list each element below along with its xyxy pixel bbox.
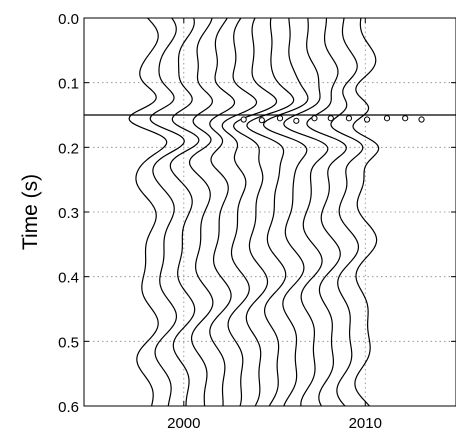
trace-line-7	[246, 17, 295, 407]
trace-line-0	[128, 17, 168, 407]
x-tick-label-1: 2010	[349, 415, 382, 432]
pick-marker-0	[240, 116, 247, 123]
y-tick-label-6: 0.6	[58, 399, 79, 416]
pick-marker-8	[383, 115, 391, 122]
trace-line-12	[352, 17, 380, 407]
y-axis-label: Time (s)	[19, 174, 42, 250]
y-tick-label-0: 0.0	[58, 11, 79, 28]
pick-marker-7	[363, 116, 371, 123]
trace-line-6	[233, 17, 278, 407]
trace-line-9	[283, 17, 329, 407]
trace-line-11	[330, 17, 364, 407]
pick-marker-9	[402, 115, 409, 122]
axis-ticks: 0.0 0.1 0.2 0.3 0.4 0.5 0.6 2000 2010	[58, 11, 456, 432]
pick-marker-1	[258, 117, 265, 124]
pick-marker-3	[293, 117, 300, 124]
y-tick-label-1: 0.1	[58, 76, 79, 93]
y-tick-label-2: 0.2	[58, 140, 79, 157]
pick-markers	[240, 115, 425, 124]
y-tick-label-4: 0.4	[58, 270, 79, 287]
pick-marker-4	[311, 115, 318, 122]
trace-line-5	[221, 17, 258, 407]
pick-marker-2	[276, 115, 284, 122]
trace-line-4	[209, 17, 236, 407]
trace-line-3	[188, 17, 214, 407]
pick-marker-10	[418, 116, 425, 123]
y-tick-label-3: 0.3	[58, 205, 79, 222]
pick-marker-5	[327, 115, 334, 122]
x-tick-label-0: 2000	[167, 415, 200, 432]
y-tick-label-5: 0.5	[58, 334, 79, 351]
trace-lines	[128, 17, 380, 407]
trace-line-10	[306, 17, 347, 407]
trace-line-8	[262, 17, 309, 407]
pick-marker-6	[345, 115, 353, 122]
trace-line-2	[169, 17, 200, 407]
trace-line-1	[149, 17, 185, 407]
